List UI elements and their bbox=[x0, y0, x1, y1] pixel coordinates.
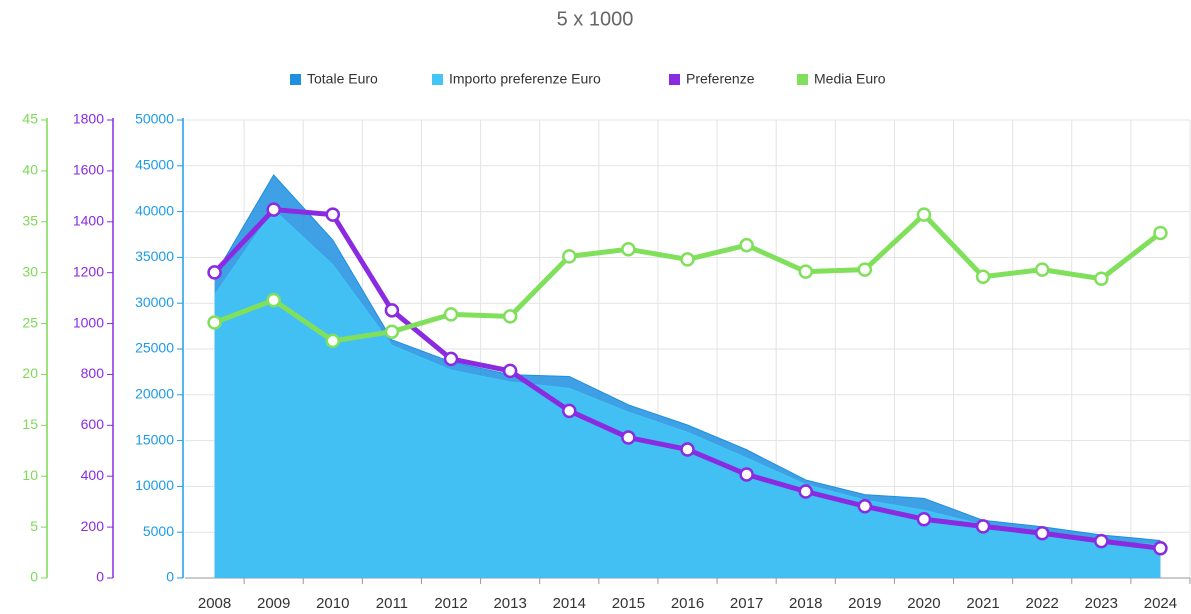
point bbox=[384, 324, 400, 339]
y-tick-label: 1200 bbox=[73, 263, 104, 279]
y-tick-label: 1600 bbox=[73, 162, 104, 178]
point bbox=[325, 207, 341, 222]
point bbox=[443, 307, 459, 322]
legend-label: Media Euro bbox=[814, 71, 886, 87]
y-tick-label: 40 bbox=[22, 162, 38, 178]
x-tick-label: 2020 bbox=[907, 595, 940, 612]
point bbox=[207, 265, 222, 280]
point bbox=[562, 403, 577, 419]
point bbox=[621, 242, 636, 257]
x-tick-label: 2009 bbox=[257, 595, 290, 612]
x-tick-label: 2017 bbox=[730, 595, 763, 612]
point bbox=[266, 202, 281, 217]
point bbox=[739, 237, 754, 253]
x-tick-label: 2022 bbox=[1026, 595, 1059, 612]
x-tick-label: 2012 bbox=[434, 595, 467, 612]
y-tick-label: 35000 bbox=[135, 248, 174, 264]
legend-swatch bbox=[290, 74, 301, 85]
point bbox=[1094, 271, 1109, 287]
y-tick-label: 0 bbox=[166, 569, 174, 585]
y-tick-label: 200 bbox=[81, 518, 105, 534]
legend-swatch bbox=[669, 74, 680, 85]
y-tick-label: 15 bbox=[22, 416, 38, 432]
y-tick-label: 45000 bbox=[135, 157, 174, 173]
y-tick-label: 400 bbox=[81, 467, 105, 483]
y-tick-label: 50000 bbox=[135, 111, 174, 127]
point bbox=[916, 207, 932, 222]
point bbox=[916, 511, 932, 527]
point bbox=[443, 351, 459, 367]
legend-swatch bbox=[432, 74, 443, 85]
y-tick-label: 0 bbox=[30, 569, 38, 585]
y-tick-label: 35 bbox=[22, 212, 38, 228]
y-tick-label: 0 bbox=[96, 569, 104, 585]
y-tick-label: 30000 bbox=[135, 294, 174, 310]
point bbox=[857, 262, 873, 277]
y-tick-label: 800 bbox=[81, 365, 105, 381]
point bbox=[798, 484, 813, 499]
legend-swatch bbox=[797, 74, 808, 85]
x-tick-label: 2024 bbox=[1144, 595, 1177, 612]
x-tick-label: 2014 bbox=[553, 595, 586, 612]
y-tick-label: 25 bbox=[22, 314, 38, 330]
point bbox=[1094, 533, 1109, 549]
x-tick-label: 2021 bbox=[966, 595, 999, 612]
y-tick-label: 10 bbox=[22, 467, 38, 483]
point bbox=[798, 264, 813, 279]
chart-title: 5 x 1000 bbox=[557, 8, 634, 30]
x-tick-label: 2008 bbox=[198, 595, 231, 612]
area-line bbox=[214, 174, 1161, 541]
y-tick-label: 600 bbox=[81, 416, 105, 432]
point bbox=[680, 442, 695, 457]
x-tick-label: 2015 bbox=[612, 595, 645, 612]
legend-label: Preferenze bbox=[686, 71, 755, 87]
point bbox=[384, 303, 400, 318]
point bbox=[1034, 525, 1050, 541]
x-tick-label: 2019 bbox=[848, 595, 881, 612]
y-tick-label: 5000 bbox=[143, 523, 174, 539]
point bbox=[502, 309, 518, 324]
point bbox=[207, 315, 222, 330]
legend-label: Importo preferenze Euro bbox=[449, 71, 601, 87]
x-tick-label: 2011 bbox=[376, 595, 408, 612]
x-tick-label: 2013 bbox=[493, 595, 526, 612]
x-tick-label: 2016 bbox=[671, 595, 704, 612]
x-tick-label: 2023 bbox=[1085, 595, 1118, 612]
point bbox=[680, 252, 695, 267]
point bbox=[1034, 262, 1050, 277]
y-tick-label: 1000 bbox=[73, 314, 104, 330]
y-tick-label: 15000 bbox=[135, 431, 174, 447]
point bbox=[857, 498, 873, 514]
y-tick-label: 30 bbox=[22, 263, 38, 279]
legend-label: Totale Euro bbox=[307, 71, 378, 87]
y-tick-label: 1400 bbox=[73, 212, 104, 228]
point bbox=[1153, 225, 1168, 241]
point bbox=[502, 363, 518, 379]
y-tick-label: 20000 bbox=[135, 386, 174, 402]
area-fill bbox=[214, 209, 1161, 578]
point bbox=[1153, 540, 1168, 556]
y-tick-label: 25000 bbox=[135, 340, 174, 356]
y-tick-label: 5 bbox=[30, 518, 38, 534]
x-tick-label: 2018 bbox=[789, 595, 822, 612]
point bbox=[739, 467, 754, 482]
point bbox=[325, 333, 341, 349]
point bbox=[975, 519, 991, 534]
point bbox=[975, 269, 991, 284]
x-tick-label: 2010 bbox=[316, 595, 349, 612]
point bbox=[266, 292, 281, 308]
y-tick-label: 10000 bbox=[135, 477, 174, 493]
point bbox=[621, 430, 636, 445]
y-tick-label: 20 bbox=[22, 365, 38, 381]
y-tick-label: 40000 bbox=[135, 202, 174, 218]
y-tick-label: 45 bbox=[22, 111, 38, 127]
y-tick-label: 1800 bbox=[73, 111, 104, 127]
point bbox=[562, 249, 577, 264]
